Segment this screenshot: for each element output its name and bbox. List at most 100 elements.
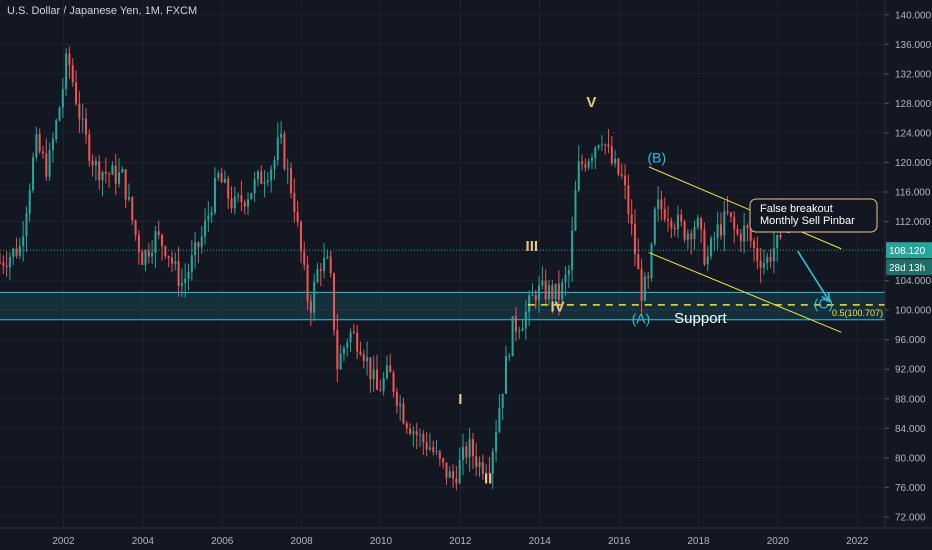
candle-body [700,218,703,230]
candle-body [366,357,369,362]
candle-body [531,294,534,296]
candle-body [55,120,58,140]
candle-body [379,389,382,391]
candle-body [151,252,154,257]
candle-body [184,278,187,284]
candle-body [461,446,465,461]
support-zone [0,292,885,320]
candle-body [514,316,517,332]
y-tick-label: 124.000 [895,128,932,139]
candle-body [336,330,339,370]
candle-body [772,248,775,262]
candle-body [577,161,580,191]
wave-label: II [484,471,492,488]
candle-body [210,212,213,216]
candle-body [501,393,504,408]
candle-body [161,234,164,247]
candle-body [108,173,111,175]
candle-body [91,160,94,166]
candle-body [422,434,425,443]
candle-body [25,213,28,237]
candle-body [339,353,342,370]
candle-body [405,423,408,429]
candle-body [359,351,362,355]
candle-body [299,222,302,252]
candle-body [653,208,656,244]
candle-body [81,118,84,120]
candle-body [349,331,352,343]
annotation-box [749,198,878,233]
candle-body [551,285,554,300]
candle-body [141,251,144,265]
candle-body [51,139,54,151]
x-tick-label: 2002 [52,536,75,547]
candle-body [346,342,349,348]
annotation-text: Monthly Sell Pinbar [760,215,855,227]
candle-body [121,169,124,173]
x-tick-label: 2022 [846,536,869,547]
wave-label: (B) [647,149,666,165]
y-tick-label: 120.000 [895,158,932,169]
candle-body [468,439,471,458]
candle-body [220,173,223,183]
candle-body [35,133,38,158]
x-tick-label: 2014 [529,536,552,547]
candle-body [600,144,603,146]
candle-body [303,251,306,265]
candle-body [313,282,316,313]
candle-body [630,213,633,224]
candle-body [332,273,336,331]
wave-label: I [458,391,462,408]
candle-body [372,369,375,380]
x-tick-label: 2004 [132,536,155,547]
candle-body [273,160,276,170]
chart-title: U.S. Dollar / Japanese Yen, 1M, FXCM [7,5,198,17]
candle-body [435,451,438,453]
candle-body [581,161,584,165]
candle-body [495,431,498,452]
candle-body [756,248,759,261]
x-tick-label: 2012 [449,536,472,547]
candle-body [776,234,779,249]
candle-body [574,190,577,231]
candle-body [144,250,147,265]
candle-body [375,369,379,390]
candle-body [713,238,716,240]
y-tick-label: 88.000 [895,394,926,405]
y-tick-label: 116.000 [895,188,931,199]
candle-body [445,462,448,478]
candle-body [660,199,663,210]
candle-body [647,276,650,279]
candle-body [217,173,220,178]
wave-label: III [526,238,539,255]
candle-body [78,103,81,119]
candle-body [415,431,418,435]
candle-body [409,428,412,434]
candle-body [32,157,35,191]
candle-body [528,295,531,312]
candle-body [395,391,398,406]
candle-body [746,225,749,228]
candle-body [15,248,18,257]
candle-body [362,354,365,362]
y-tick-label: 136.000 [895,40,932,51]
candle-body [597,145,600,148]
y-tick-label: 140.000 [895,10,932,21]
channel-line-upper [648,166,842,250]
candle-body [614,158,617,164]
candle-body [584,164,587,168]
candle-body [673,227,676,230]
candle-body [706,256,709,265]
candle-body [243,201,246,207]
x-tick-label: 2020 [767,536,790,547]
candle-body [174,261,177,264]
candle-body [12,248,15,257]
candle-body [554,283,557,300]
candle-body [640,269,643,301]
wave-label: (C) [814,296,833,312]
candle-body [326,256,329,258]
price-tag-label: 108.120 [889,246,926,257]
candle-body [607,144,610,147]
candle-body [111,165,114,175]
